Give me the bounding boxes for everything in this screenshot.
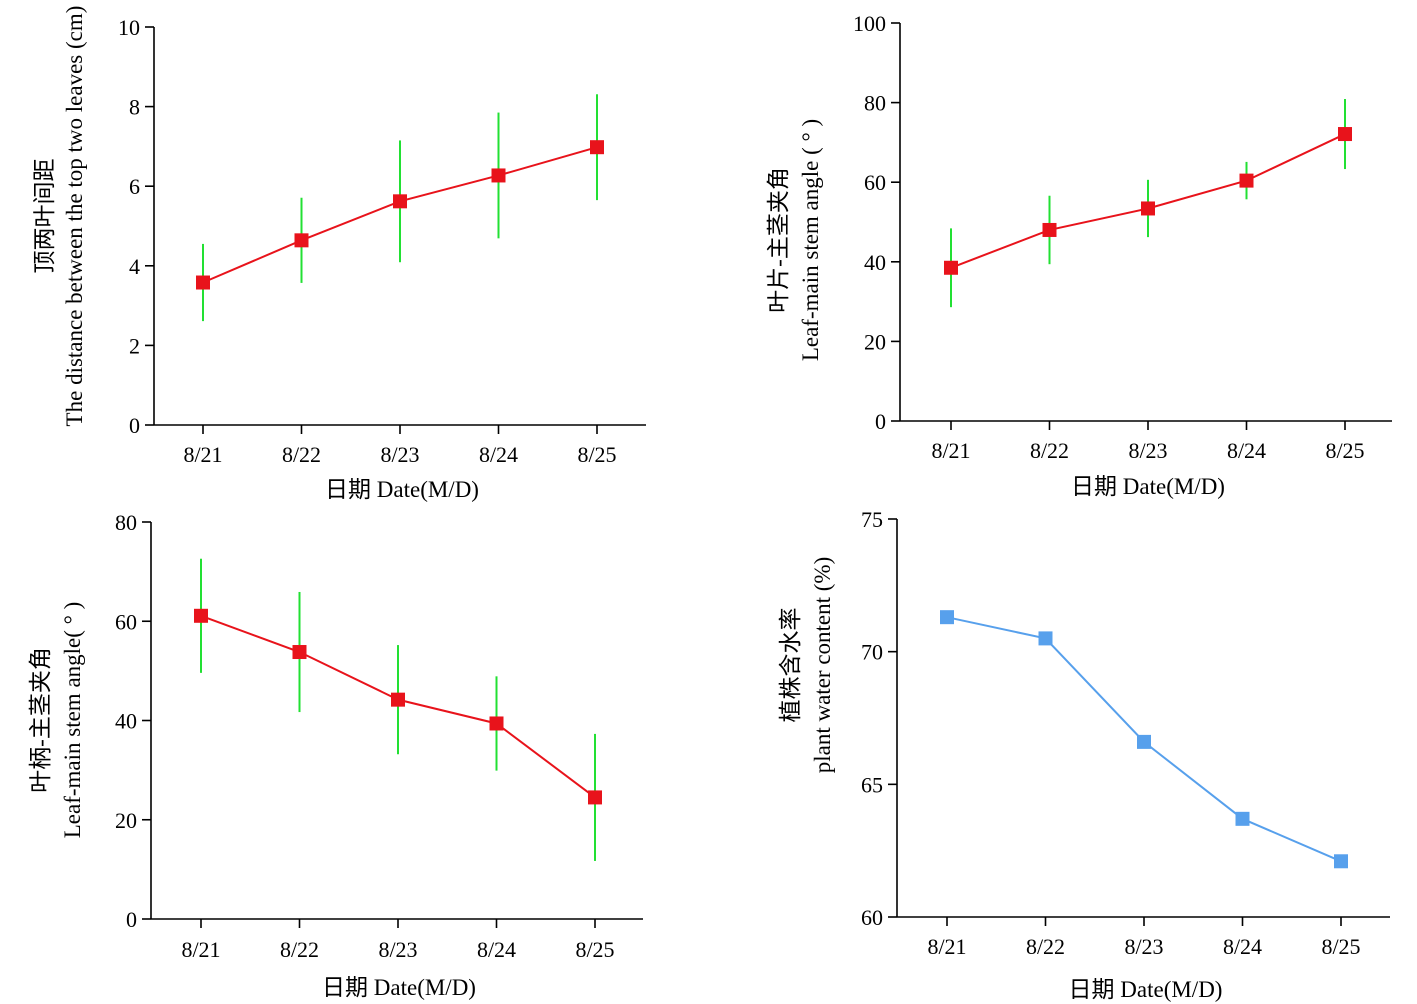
x-tick-label: 8/24 bbox=[477, 937, 516, 962]
y-axis-title-line-2: Leaf-main stem angle ( ° ) bbox=[798, 119, 823, 361]
y-tick-label: 60 bbox=[861, 905, 883, 930]
x-axis-title: 日期 Date(M/D) bbox=[1069, 977, 1223, 1002]
chart-panel-1: 0 2 4 6 8 10 8/21 8/22 8/23 8/24 8/25 日期 Date(M/D) 顶… bbox=[32, 6, 646, 502]
x-tick-label: 8/22 bbox=[1026, 934, 1065, 959]
y-tick-label: 75 bbox=[861, 507, 883, 532]
y-axis-title-line-1: 叶柄-主茎夹角 bbox=[28, 647, 53, 793]
y-tick-label: 80 bbox=[115, 510, 137, 535]
x-tick-label: 8/23 bbox=[1128, 438, 1167, 463]
y-tick-label: 60 bbox=[864, 170, 886, 195]
data-point-marker bbox=[588, 790, 602, 805]
y-axis-title-line-2: Leaf-main stem angle( ° ) bbox=[60, 602, 85, 839]
y-axis-title-line-1: 叶片-主茎夹角 bbox=[766, 167, 791, 313]
x-tick-label: 8/23 bbox=[380, 442, 419, 467]
data-point-marker bbox=[491, 168, 506, 183]
chart-panel-2: 0 20 40 60 80 100 8/21 8/22 8/23 8/24 8/25 日期 Date(… bbox=[766, 11, 1392, 499]
x-tick-label: 8/24 bbox=[1223, 934, 1262, 959]
x-axis-title: 日期 Date(M/D) bbox=[325, 477, 479, 502]
y-tick-label: 6 bbox=[129, 174, 140, 199]
data-point-marker bbox=[944, 260, 958, 275]
x-tick-label: 8/23 bbox=[378, 937, 417, 962]
y-tick-label: 0 bbox=[129, 413, 140, 438]
chart-panel-4: 60 65 70 75 8/21 8/22 8/23 8/24 8/25 日期 Date(M/D)… bbox=[778, 507, 1390, 1002]
x-tick-label: 8/22 bbox=[1030, 438, 1069, 463]
y-axis-title-line-2: The distance between the top two leaves … bbox=[62, 6, 87, 427]
data-point-marker bbox=[196, 275, 210, 290]
x-tick-label: 8/21 bbox=[181, 937, 220, 962]
data-point-marker bbox=[1338, 127, 1352, 142]
x-tick-label: 8/24 bbox=[1227, 438, 1266, 463]
data-point-marker bbox=[1334, 854, 1348, 869]
data-point-marker bbox=[1137, 734, 1151, 749]
y-tick-label: 60 bbox=[115, 609, 137, 634]
data-point-marker bbox=[1235, 811, 1250, 826]
data-point-marker bbox=[194, 608, 208, 623]
x-tick-label: 8/25 bbox=[1321, 934, 1360, 959]
data-point-marker bbox=[1042, 222, 1057, 237]
data-point-marker bbox=[294, 233, 309, 248]
x-tick-label: 8/23 bbox=[1124, 934, 1163, 959]
x-tick-label: 8/25 bbox=[575, 937, 614, 962]
data-point-marker bbox=[1038, 631, 1053, 646]
x-axis-title: 日期 Date(M/D) bbox=[322, 975, 476, 1000]
data-point-marker bbox=[1239, 173, 1254, 188]
x-tick-label: 8/25 bbox=[577, 442, 616, 467]
y-tick-label: 40 bbox=[864, 250, 886, 275]
data-point-marker bbox=[292, 645, 307, 660]
x-tick-label: 8/25 bbox=[1325, 438, 1364, 463]
y-tick-label: 40 bbox=[115, 709, 137, 734]
data-point-marker bbox=[1141, 201, 1155, 216]
x-tick-label: 8/21 bbox=[927, 934, 966, 959]
x-tick-label: 8/22 bbox=[282, 442, 321, 467]
y-tick-label: 0 bbox=[126, 907, 137, 932]
data-point-marker bbox=[940, 610, 954, 625]
y-tick-label: 4 bbox=[129, 254, 140, 279]
chart-panel-3: 0 20 40 60 80 8/21 8/22 8/23 8/24 8/25 日期 Date(M/D… bbox=[28, 510, 643, 1000]
y-tick-label: 20 bbox=[864, 329, 886, 354]
y-tick-label: 100 bbox=[853, 11, 886, 36]
y-axis-title-line-1: 植株含水率 bbox=[778, 608, 803, 723]
x-tick-label: 8/22 bbox=[280, 937, 319, 962]
y-tick-label: 0 bbox=[875, 409, 886, 434]
y-tick-label: 70 bbox=[861, 640, 883, 665]
data-point-marker bbox=[489, 716, 504, 731]
y-tick-label: 65 bbox=[861, 772, 883, 797]
y-axis-title-line-1: 顶两叶间距 bbox=[32, 159, 57, 274]
x-axis-title: 日期 Date(M/D) bbox=[1071, 474, 1225, 499]
data-point-marker bbox=[590, 140, 604, 155]
x-tick-label: 8/21 bbox=[931, 438, 970, 463]
x-tick-label: 8/24 bbox=[479, 442, 518, 467]
y-axis-title-line-2: plant water content (%) bbox=[810, 557, 835, 774]
data-point-marker bbox=[391, 692, 405, 707]
y-tick-label: 2 bbox=[129, 333, 140, 358]
data-point-marker bbox=[393, 194, 407, 209]
y-tick-label: 20 bbox=[115, 808, 137, 833]
x-tick-label: 8/21 bbox=[183, 442, 222, 467]
y-tick-label: 80 bbox=[864, 91, 886, 116]
y-tick-label: 10 bbox=[118, 15, 140, 40]
y-tick-label: 8 bbox=[129, 95, 140, 120]
